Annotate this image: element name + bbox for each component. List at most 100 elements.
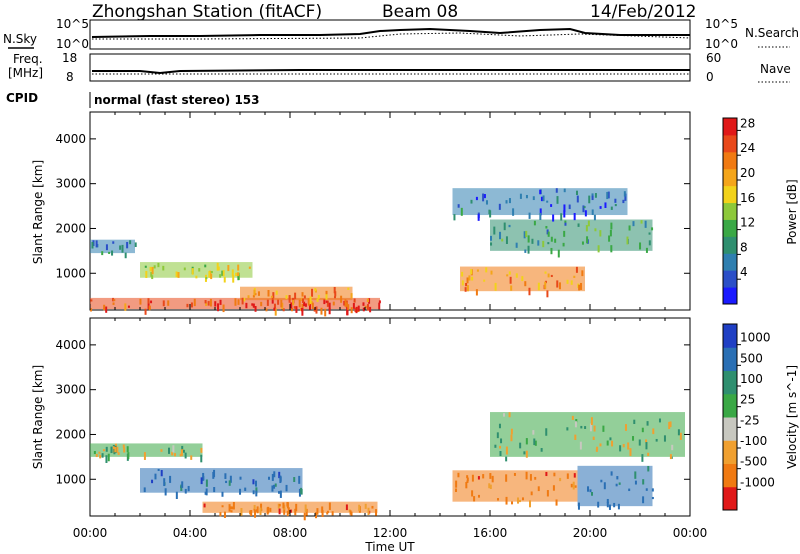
- power-speckle: [626, 236, 629, 245]
- velocity-speckle: [496, 498, 499, 501]
- velocity-speckle: [651, 496, 654, 500]
- velocity-speckle: [503, 413, 506, 417]
- power-speckle: [508, 198, 511, 204]
- power-speckle: [294, 292, 297, 300]
- power-ytick-label: 2000: [55, 221, 86, 235]
- power-speckle: [640, 220, 643, 224]
- power-speckle: [366, 304, 369, 311]
- power-speckle: [175, 271, 178, 278]
- velocity-speckle: [633, 419, 636, 425]
- power-speckle: [265, 308, 268, 312]
- velocity-speckle: [254, 510, 257, 518]
- velocity-speckle: [489, 484, 492, 489]
- freq-label-line1: Freq.: [13, 52, 43, 66]
- power-speckle: [112, 297, 115, 302]
- power-speckle: [352, 303, 355, 309]
- power-speckle: [547, 273, 550, 278]
- power-speckle: [221, 270, 224, 276]
- velocity-speckle: [466, 477, 469, 482]
- power-speckle: [328, 308, 331, 315]
- power-speckle: [470, 199, 473, 204]
- velocity-speckle: [285, 484, 288, 492]
- power-speckle: [254, 293, 257, 296]
- velocity-speckle: [530, 491, 533, 496]
- velocity-speckle: [117, 452, 120, 455]
- velocity-speckle: [213, 469, 216, 478]
- velocity-feature-0: [90, 443, 203, 463]
- power-speckle: [237, 264, 240, 271]
- velocity-speckle: [611, 440, 614, 447]
- velocity-speckle: [154, 473, 157, 480]
- power-speckle: [539, 189, 542, 195]
- power-speckle: [150, 272, 153, 277]
- power-speckle: [614, 198, 617, 203]
- velocity-speckle: [552, 485, 555, 491]
- velocity-colorbar-segment: [723, 347, 737, 371]
- power-speckle: [112, 302, 115, 305]
- power-speckle: [587, 220, 590, 227]
- velocity-ytick-label: 2000: [55, 427, 86, 441]
- velocity-speckle: [457, 472, 460, 478]
- velocity-data-marks: [90, 412, 685, 521]
- velocity-speckle: [671, 444, 674, 451]
- power-speckle: [298, 299, 301, 308]
- power-speckle: [121, 244, 124, 253]
- velocity-speckle: [574, 421, 577, 428]
- power-speckle: [124, 252, 127, 259]
- power-speckle: [347, 304, 350, 310]
- power-speckle: [307, 299, 310, 306]
- power-speckle: [369, 306, 372, 313]
- power-speckle: [90, 299, 93, 302]
- power-speckle: [628, 225, 631, 231]
- power-speckle: [577, 223, 580, 227]
- power-speckle: [532, 196, 535, 201]
- power-speckle: [544, 271, 547, 274]
- power-speckle: [144, 265, 147, 268]
- power-speckle: [290, 302, 293, 309]
- power-speckle: [490, 242, 493, 246]
- velocity-speckle: [658, 418, 661, 423]
- power-speckle: [515, 242, 518, 248]
- power-speckle: [333, 286, 336, 294]
- velocity-speckle: [95, 453, 98, 458]
- velocity-speckle: [645, 442, 648, 450]
- velocity-speckle: [260, 503, 263, 512]
- power-speckle: [325, 300, 328, 303]
- power-speckle: [593, 214, 596, 221]
- velocity-speckle: [253, 504, 256, 510]
- power-speckle: [247, 295, 250, 299]
- velocity-speckle: [534, 440, 537, 446]
- velocity-speckle: [321, 510, 324, 518]
- velocity-speckle: [295, 503, 298, 512]
- power-speckle: [528, 212, 531, 219]
- velocity-speckle: [488, 483, 491, 489]
- velocity-speckle: [169, 475, 172, 483]
- power-speckle: [576, 195, 579, 203]
- power-speckle: [332, 301, 335, 306]
- velocity-speckle: [553, 472, 556, 477]
- power-speckle: [126, 241, 129, 249]
- noise-sky-trace: [91, 27, 690, 38]
- power-speckle: [355, 306, 358, 314]
- freq-right-tick-top: 60: [706, 51, 721, 65]
- velocity-speckle: [533, 438, 536, 446]
- power-speckle: [539, 208, 542, 216]
- velocity-speckle: [489, 473, 492, 479]
- velocity-speckle: [525, 471, 528, 480]
- velocity-speckle: [663, 435, 666, 442]
- velocity-speckle: [164, 488, 167, 496]
- power-colorbar-tick-label: 16: [740, 191, 755, 205]
- power-speckle: [477, 214, 480, 221]
- power-speckle: [186, 303, 189, 308]
- power-speckle: [547, 231, 550, 237]
- velocity-colorbar-label: Velocity [m s^-1]: [785, 365, 799, 469]
- power-speckle: [581, 270, 584, 277]
- power-colorbar-tick-label: 24: [740, 141, 755, 155]
- power-speckle: [210, 270, 213, 274]
- velocity-speckle: [345, 504, 348, 511]
- power-speckle: [623, 191, 626, 197]
- power-speckle: [557, 249, 560, 258]
- power-speckle: [509, 276, 512, 284]
- power-speckle: [271, 298, 274, 304]
- power-speckle: [324, 308, 327, 317]
